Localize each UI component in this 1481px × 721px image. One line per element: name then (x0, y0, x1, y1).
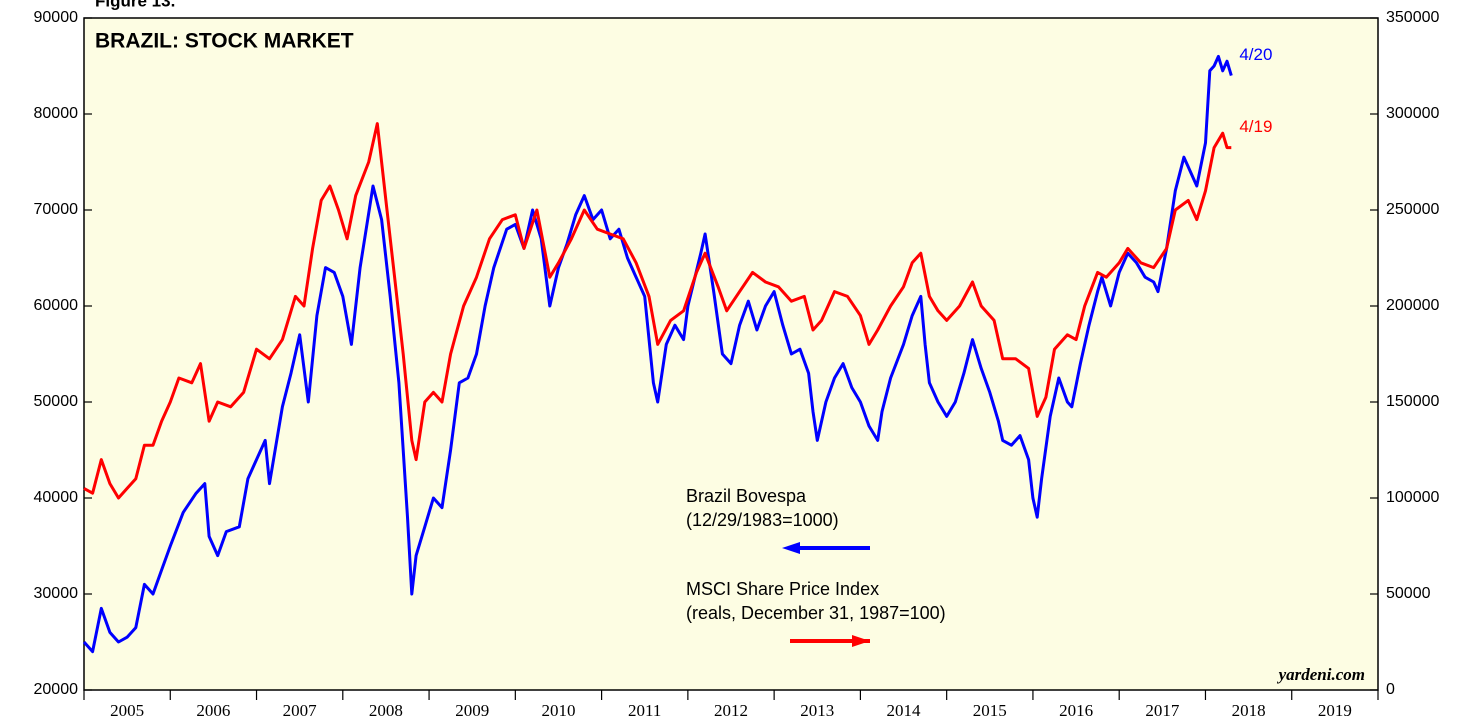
chart-title: BRAZIL: STOCK MARKET (95, 30, 354, 53)
y-tick-label: 50000 (34, 393, 79, 410)
x-tick-label: 2005 (110, 701, 144, 720)
legend-label: MSCI Share Price Index (686, 579, 879, 599)
plot-area (83, 17, 1379, 691)
x-tick-label: 2011 (628, 701, 661, 720)
source: yardeni.com (1277, 665, 1365, 684)
y2-tick-label: 350000 (1386, 9, 1439, 26)
y-tick-label: 30000 (34, 585, 79, 602)
y2-tick-label: 200000 (1386, 297, 1439, 314)
x-tick-label: 2014 (887, 701, 922, 720)
legend-note: (reals, December 31, 1987=100) (686, 603, 946, 623)
end-label: 4/19 (1239, 117, 1272, 136)
series-line (83, 122, 1232, 500)
x-tick-label: 2006 (196, 701, 230, 720)
y2-tick-label: 0 (1386, 681, 1395, 698)
y2-tick-label: 300000 (1386, 105, 1439, 122)
x-tick-label: 2008 (369, 701, 403, 720)
y-tick-label: 40000 (34, 489, 79, 506)
x-tick-label: 2010 (541, 701, 575, 720)
legend-label: Brazil Bovespa (686, 486, 807, 506)
y-tick-label: 60000 (34, 297, 79, 314)
y-tick-label: 80000 (34, 105, 79, 122)
legend-arrow (852, 635, 870, 647)
series-line (82, 54, 1233, 654)
x-tick-label: 2017 (1145, 701, 1180, 720)
legend-note: (12/29/1983=1000) (686, 510, 839, 530)
y2-tick-label: 50000 (1386, 585, 1431, 602)
x-tick-label: 2018 (1232, 701, 1266, 720)
x-tick-label: 2015 (973, 701, 1007, 720)
legend-arrow (782, 542, 800, 554)
y2-tick-label: 150000 (1386, 393, 1439, 410)
y-tick-label: 90000 (34, 9, 79, 26)
x-tick-label: 2009 (455, 701, 489, 720)
x-tick-label: 2007 (283, 701, 318, 720)
end-label: 4/20 (1239, 45, 1272, 64)
x-tick-label: 2016 (1059, 701, 1093, 720)
y2-tick-label: 100000 (1386, 489, 1439, 506)
x-tick-label: 2012 (714, 701, 748, 720)
y-tick-label: 70000 (34, 201, 79, 218)
y2-tick-label: 250000 (1386, 201, 1439, 218)
figure-label: Figure 13. (95, 0, 175, 10)
x-tick-label: 2013 (800, 701, 834, 720)
x-tick-label: 2019 (1318, 701, 1352, 720)
y-tick-label: 20000 (34, 681, 79, 698)
